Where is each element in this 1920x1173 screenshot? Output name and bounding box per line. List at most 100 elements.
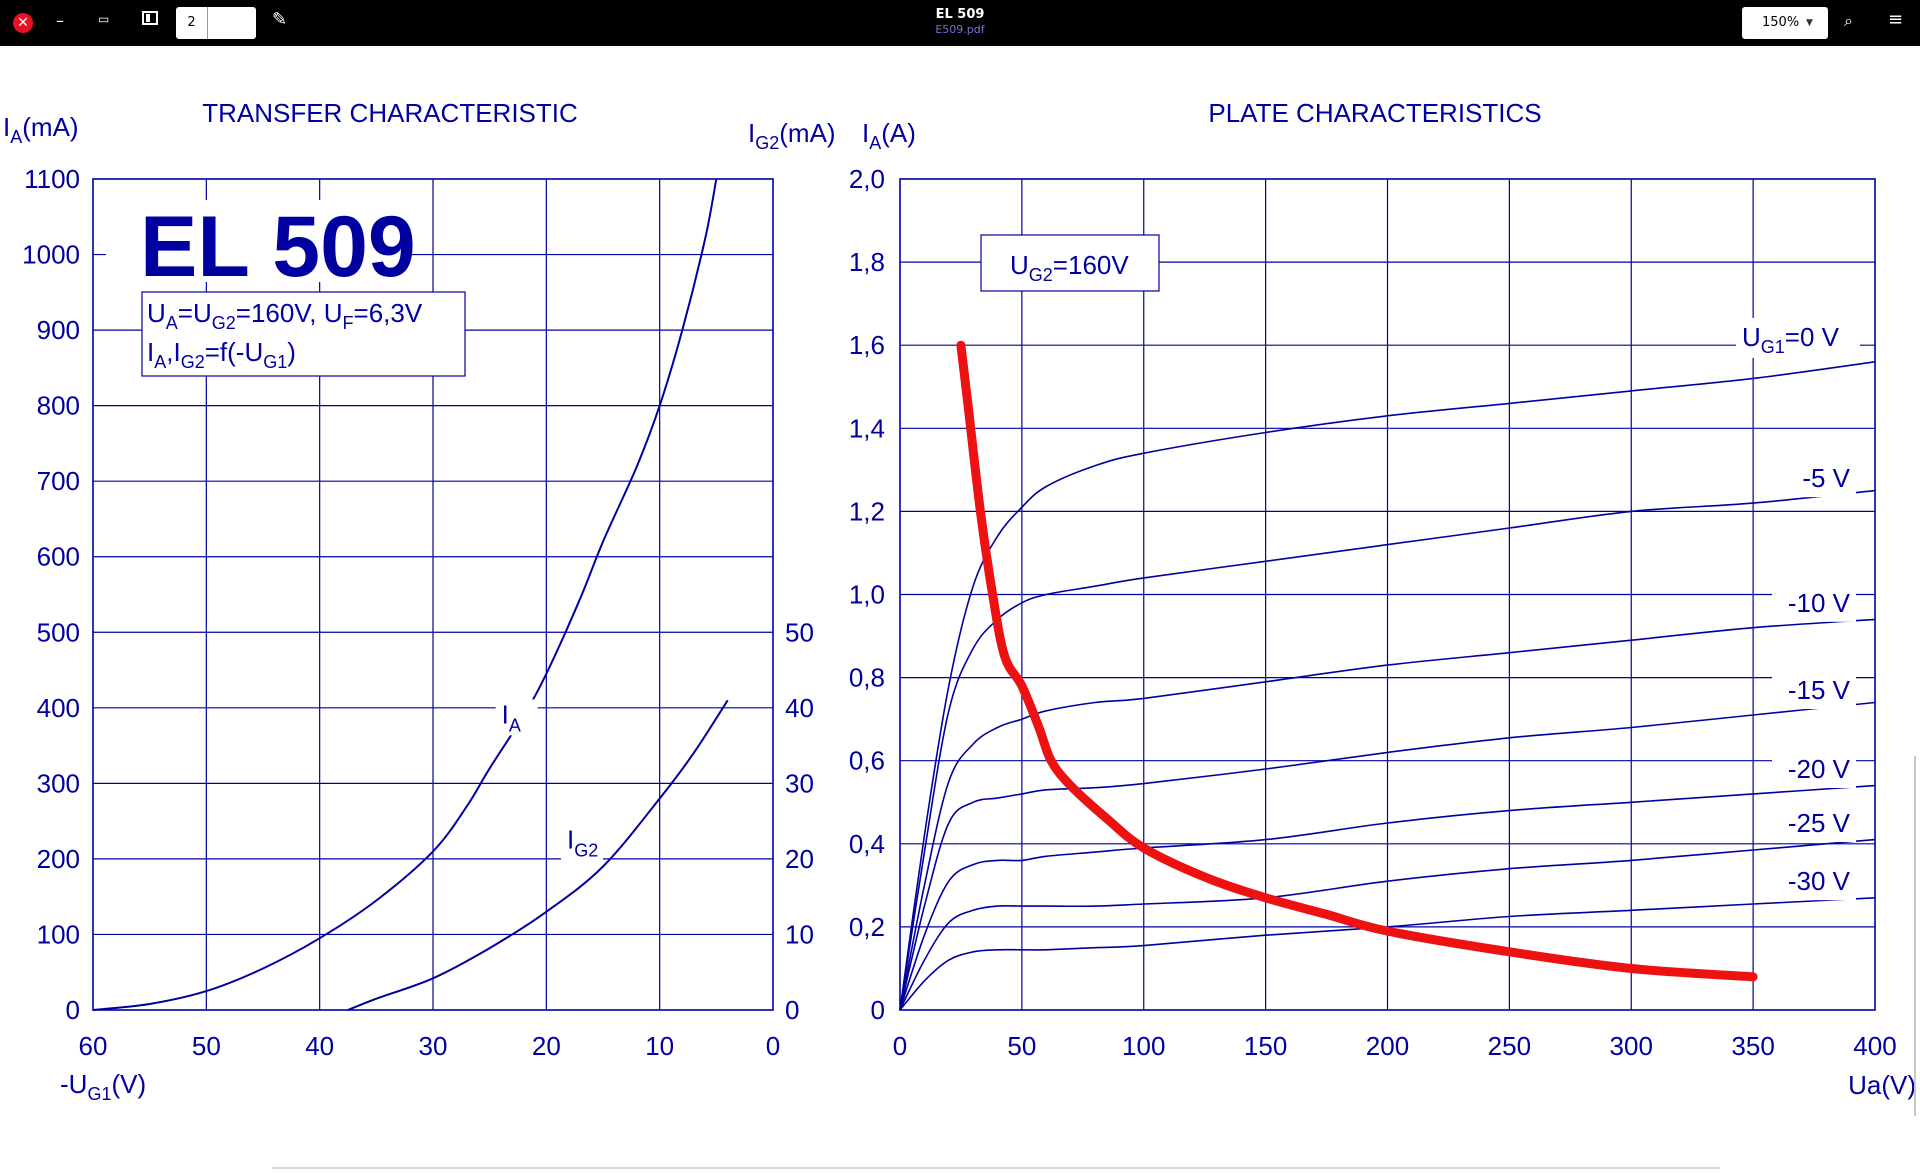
transfer-y2-tick: 0 — [785, 995, 799, 1025]
page-bottom-divider — [272, 1167, 1720, 1169]
plate-x-axis-label: Ua(V) — [1848, 1070, 1916, 1100]
series-label-bg — [561, 824, 603, 861]
annotate-pen-icon[interactable]: ✎ — [272, 9, 288, 30]
plate-x-tick: 150 — [1244, 1031, 1287, 1061]
plate-y-tick: 0 — [871, 995, 885, 1025]
plate-y-axis-label: IA(A) — [862, 118, 916, 153]
pdf-toolbar: ✕ – ▭ 2 ✎ EL 509 E509.pdf 150% ▼ ⌕ ≡ — [0, 0, 1920, 46]
transfer-y-tick: 500 — [37, 617, 80, 647]
restore-window-icon[interactable]: ▭ — [98, 12, 110, 26]
plate-series-label: UG1=0 V — [1742, 322, 1840, 357]
plate-x-tick: 350 — [1731, 1031, 1774, 1061]
scrollbar[interactable] — [1914, 756, 1916, 1116]
transfer-curves: IA IG2 — [92, 178, 729, 1011]
sidebar-toggle-icon[interactable] — [142, 11, 158, 25]
plate-y-tick: 1,2 — [849, 496, 885, 526]
plate-ticks: 0 50 100 150 200 250 300 350 400 0 0,2 0,4 0,6 0,8 1,0… — [849, 164, 1897, 1061]
transfer-y-tick: 600 — [37, 542, 80, 572]
plate-y-tick: 0,8 — [849, 663, 885, 693]
transfer-y-tick: 900 — [37, 315, 80, 345]
plate-x-tick: 300 — [1610, 1031, 1653, 1061]
transfer-y-tick: 200 — [37, 844, 80, 874]
transfer-x-tick: 40 — [305, 1031, 334, 1061]
series-label-bg — [1772, 862, 1856, 901]
series-label-bg — [1736, 317, 1860, 358]
transfer-y2-tick: 10 — [785, 919, 814, 949]
plate-x-tick: 400 — [1853, 1031, 1896, 1061]
series-label-bg — [1772, 671, 1856, 710]
transfer-x-tick: 60 — [79, 1031, 108, 1061]
plate-characteristics-chart: PLATE CHARACTERISTICS IG2(mA) IA(A) Ua(V… — [748, 98, 1916, 1100]
transfer-x-tick: 20 — [532, 1031, 561, 1061]
transfer-ticks: 60 50 40 30 20 10 0010020030040050060070080090… — [22, 164, 814, 1061]
transfer-y2-tick: 50 — [785, 617, 814, 647]
transfer-x-tick: 10 — [645, 1031, 674, 1061]
transfer-x-tick: 30 — [419, 1031, 448, 1061]
plate-curve — [899, 618, 1876, 1011]
transfer-y-tick: 1000 — [22, 240, 80, 270]
page-number-input[interactable]: 2 — [176, 7, 208, 39]
plate-series-label: -5 V — [1802, 463, 1850, 493]
plate-y-tick: 0,4 — [849, 829, 885, 859]
plate-y-tick: 1,6 — [849, 330, 885, 360]
zoom-select[interactable]: 150% ▼ — [1742, 7, 1828, 39]
tube-name: EL 509 — [140, 199, 416, 295]
series-label-bg — [1772, 583, 1856, 622]
transfer-y-tick: 300 — [37, 768, 80, 798]
transfer-y-tick: 100 — [37, 919, 80, 949]
transfer-characteristic-chart: TRANSFER CHARACTERISTIC IA(mA) -UG1(V) 6… — [3, 98, 814, 1104]
plate-y-tick: 1,4 — [849, 413, 885, 443]
series-label-bg — [1772, 804, 1856, 843]
minimize-icon[interactable]: – — [56, 11, 64, 30]
close-icon[interactable]: ✕ — [13, 13, 33, 33]
conditions-box — [141, 291, 466, 377]
transfer-series-label: IA — [502, 699, 521, 735]
plate-series-label: -10 V — [1788, 588, 1851, 618]
tube-name-bg — [106, 200, 406, 282]
plate-curve — [899, 701, 1876, 1011]
plate-curve — [899, 361, 1876, 1011]
plate-chart-title: PLATE CHARACTERISTICS — [1208, 98, 1541, 128]
document-filename: E509.pdf — [935, 23, 985, 36]
transfer-y2-axis-label: IG2(mA) — [748, 118, 836, 153]
plate-x-tick: 50 — [1007, 1031, 1036, 1061]
chevron-down-icon: ▼ — [1806, 18, 1813, 28]
transfer-y2-tick: 30 — [785, 768, 814, 798]
transfer-y-tick: 1100 — [24, 164, 80, 194]
transfer-series-label: IG2 — [567, 824, 598, 860]
search-icon[interactable]: ⌕ — [1844, 11, 1853, 30]
transfer-x-axis-label: -UG1(V) — [60, 1069, 146, 1104]
plate-y-tick: 2,0 — [849, 164, 885, 194]
transfer-y-axis-label: IA(mA) — [3, 112, 79, 147]
plate-curves: UG1=0 V -5 V -10 V -15 V -20 V -25 V -30 V — [899, 317, 1876, 1011]
plate-x-tick: 200 — [1366, 1031, 1409, 1061]
document-title: EL 509 — [935, 7, 985, 22]
transfer-chart-title: TRANSFER CHARACTERISTIC — [202, 98, 578, 128]
transfer-y-tick: 700 — [37, 466, 80, 496]
conditions-line-1: UA=UG2=160V, UF=6,3V — [147, 298, 423, 333]
pdf-page: TRANSFER CHARACTERISTIC IA(mA) -UG1(V) 6… — [3, 98, 1916, 1104]
plate-series-label: -20 V — [1788, 754, 1851, 784]
plate-x-tick: 250 — [1488, 1031, 1531, 1061]
transfer-x-tick: 50 — [192, 1031, 221, 1061]
transfer-y-tick: 0 — [66, 995, 80, 1025]
plate-series-label: -30 V — [1788, 866, 1851, 896]
zoom-value: 150% — [1762, 15, 1800, 30]
plate-y-tick: 0,6 — [849, 746, 885, 776]
plate-curve — [899, 897, 1876, 1011]
transfer-y2-tick: 40 — [785, 693, 814, 723]
plate-curve — [899, 489, 1876, 1011]
plate-series-label: -25 V — [1788, 808, 1851, 838]
transfer-y2-tick: 20 — [785, 844, 814, 874]
transfer-y-tick: 400 — [37, 693, 80, 723]
page-navigator[interactable]: 2 — [176, 7, 256, 39]
series-label-bg — [1772, 750, 1856, 789]
plate-grid — [900, 179, 1875, 1010]
transfer-y-tick: 800 — [37, 391, 80, 421]
ug2-label: UG2=160V — [1010, 250, 1129, 285]
menu-icon[interactable]: ≡ — [1888, 9, 1904, 30]
plate-curve — [899, 838, 1876, 1011]
ug2-box — [980, 234, 1160, 292]
plate-series-label: -15 V — [1788, 675, 1851, 705]
load-line — [956, 340, 1758, 982]
